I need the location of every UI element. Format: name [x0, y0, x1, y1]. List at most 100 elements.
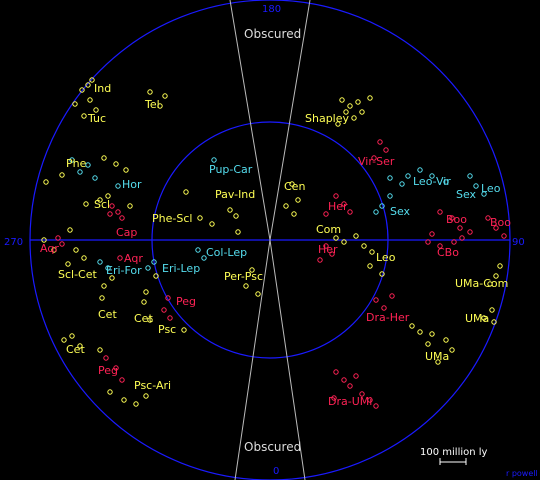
cluster-marker: [115, 183, 121, 189]
cluster-marker: [115, 209, 121, 215]
group-label-uma-com: UMa-Com: [455, 277, 508, 290]
cluster-marker: [489, 307, 495, 313]
cluster-marker: [501, 233, 507, 239]
cluster-marker: [167, 315, 173, 321]
cluster-marker: [317, 257, 323, 263]
cluster-marker: [367, 263, 373, 269]
cluster-marker: [77, 343, 83, 349]
cluster-marker: [381, 305, 387, 311]
axis-label-right: 90: [512, 237, 525, 248]
cluster-marker: [371, 155, 377, 161]
group-label-dra-umi: Dra-UMi: [328, 395, 372, 408]
cluster-marker: [141, 299, 147, 305]
cluster-marker: [333, 193, 339, 199]
cluster-marker: [323, 243, 329, 249]
cluster-marker: [73, 247, 79, 253]
cluster-marker: [109, 275, 115, 281]
cluster-marker: [359, 391, 365, 397]
cluster-marker: [331, 395, 337, 401]
cluster-marker: [429, 231, 435, 237]
cluster-marker: [437, 209, 443, 215]
cluster-marker: [379, 271, 385, 277]
group-label-eri-lep: Eri-Lep: [162, 262, 200, 275]
group-label-tel: Tel: [144, 98, 160, 111]
cluster-marker: [97, 347, 103, 353]
cluster-marker: [377, 139, 383, 145]
cluster-marker: [443, 179, 449, 185]
cluster-marker: [59, 241, 65, 247]
cluster-marker: [383, 147, 389, 153]
cluster-marker: [333, 235, 339, 241]
cluster-marker: [97, 259, 103, 265]
cluster-marker: [335, 121, 341, 127]
group-label-boo: Boo: [446, 213, 467, 226]
group-label-ind: Ind: [94, 82, 111, 95]
group-label-col-lep: Col-Lep: [206, 246, 247, 259]
cluster-marker: [369, 249, 375, 255]
cluster-marker: [103, 355, 109, 361]
cluster-marker: [359, 109, 365, 115]
group-label-scl: Scl: [94, 198, 110, 211]
cluster-marker: [43, 179, 49, 185]
cluster-marker: [341, 239, 347, 245]
cluster-marker: [355, 99, 361, 105]
cluster-marker: [79, 87, 85, 93]
cluster-marker: [83, 201, 89, 207]
cluster-marker: [487, 281, 493, 287]
group-label-cet: Cet: [98, 308, 117, 321]
cluster-marker: [493, 225, 499, 231]
group-label-her: Her: [318, 243, 338, 256]
cluster-marker: [353, 233, 359, 239]
cluster-marker: [405, 173, 411, 179]
cluster-marker: [162, 93, 168, 99]
group-label-cet: Cet: [66, 343, 85, 356]
cluster-marker: [151, 259, 157, 265]
cluster-marker: [467, 229, 473, 235]
group-label-pav-ind: Pav-Ind: [215, 188, 255, 201]
cluster-marker: [449, 347, 455, 353]
cluster-marker: [443, 337, 449, 343]
group-label-phe: Phe: [66, 157, 87, 170]
cluster-marker: [99, 295, 105, 301]
cluster-marker: [341, 377, 347, 383]
cluster-marker: [69, 333, 75, 339]
cluster-marker: [347, 383, 353, 389]
cluster-marker: [491, 319, 497, 325]
cluster-marker: [93, 107, 99, 113]
cluster-marker: [379, 203, 385, 209]
cluster-marker: [233, 213, 239, 219]
axis-label-bottom: 0: [273, 466, 279, 477]
group-label-cen: Cen: [284, 180, 305, 193]
group-label-cet: Cet: [134, 312, 153, 325]
group-label-psc: Psc: [158, 323, 176, 336]
group-label-phe-scl: Phe-Scl: [152, 212, 192, 225]
cluster-marker: [143, 393, 149, 399]
cluster-marker: [153, 273, 159, 279]
cluster-marker: [101, 283, 107, 289]
cluster-marker: [243, 283, 249, 289]
cluster-marker: [117, 255, 123, 261]
cluster-marker: [367, 397, 373, 403]
group-label-leo: Leo: [376, 251, 396, 264]
cluster-marker: [485, 215, 491, 221]
cluster-marker: [105, 265, 111, 271]
group-label-cap: Cap: [116, 226, 137, 239]
cluster-marker: [85, 162, 91, 168]
cluster-marker: [481, 191, 487, 197]
group-label-peg: Peg: [176, 295, 196, 308]
cluster-marker: [227, 207, 233, 213]
cluster-marker: [59, 172, 65, 178]
cluster-marker: [165, 295, 171, 301]
group-label-shapley: Shapley: [305, 112, 350, 125]
cluster-marker: [183, 189, 189, 195]
cluster-marker: [291, 211, 297, 217]
zone-wedge-bottom: [234, 239, 306, 480]
cluster-marker: [493, 273, 499, 279]
cluster-marker: [333, 369, 339, 375]
cluster-marker: [457, 225, 463, 231]
cluster-marker: [339, 97, 345, 103]
cluster-marker: [105, 193, 111, 199]
cluster-marker: [425, 239, 431, 245]
cluster-marker: [289, 181, 295, 187]
